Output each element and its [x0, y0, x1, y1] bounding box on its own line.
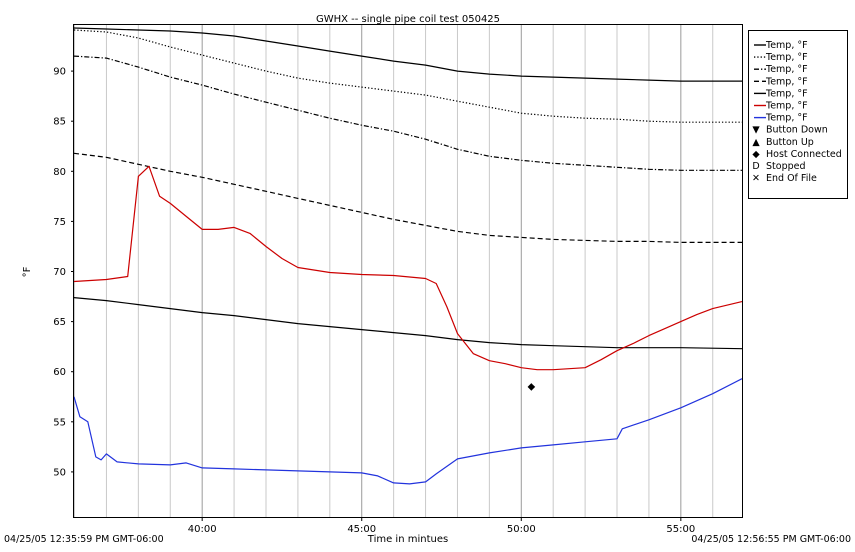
y-axis-label: °F	[22, 266, 33, 277]
y-tick-label: 50	[53, 467, 66, 478]
legend-entry: Stopped	[766, 161, 806, 172]
start-time-label: 04/25/05 12:35:59 PM GMT-06:00	[4, 534, 164, 545]
series-line-2	[73, 29, 742, 123]
x-tick-label: 50:00	[507, 524, 536, 535]
series-line-4	[73, 152, 742, 243]
plot-frame	[73, 24, 743, 518]
x-tick-label: 40:00	[188, 524, 217, 535]
event-marker: ◆	[528, 382, 536, 393]
legend-marker: D	[752, 161, 759, 172]
legend-marker: ◆	[752, 149, 760, 160]
x-axis-label: Time in mintues	[367, 534, 448, 545]
legend-box	[748, 30, 848, 199]
x-tick-label: 55:00	[666, 524, 695, 535]
event-markers: ◆	[528, 382, 536, 393]
y-tick-label: 80	[53, 167, 66, 178]
chart-title: GWHX -- single pipe coil test 050425	[316, 14, 500, 25]
legend-entry: Temp, °F	[765, 113, 808, 124]
vertical-grid	[74, 25, 714, 517]
x-tick-label: 45:00	[347, 524, 376, 535]
y-tick-label: 65	[53, 317, 66, 328]
y-tick-label: 70	[53, 267, 66, 278]
legend-entry: Temp, °F	[765, 101, 808, 112]
legend-marker: ▲	[752, 137, 760, 148]
series-line-5	[73, 297, 743, 350]
y-tick-label: 75	[53, 217, 66, 228]
series-line-7	[73, 378, 743, 485]
legend-marker: ✕	[752, 173, 760, 184]
legend-entry: Host Connected	[766, 149, 842, 160]
y-axis: 50 55 60 65 70 75 80 85 90	[53, 67, 74, 478]
y-tick-label: 55	[53, 417, 66, 428]
y-tick-label: 90	[53, 67, 66, 78]
legend-entry: End Of File	[766, 173, 817, 184]
legend-entry: Temp, °F	[765, 64, 808, 75]
series-line-3	[73, 55, 742, 171]
end-time-label: 04/25/05 12:56:55 PM GMT-06:00	[691, 534, 851, 545]
series-line-6	[73, 165, 743, 371]
legend-entry: Temp, °F	[765, 88, 808, 99]
legend-entry: Button Down	[766, 125, 828, 136]
series-line-1	[73, 27, 742, 82]
legend-marker: ▼	[752, 125, 760, 136]
legend-entry: Temp, °F	[765, 76, 808, 87]
y-tick-label: 60	[53, 367, 66, 378]
legend-entry: Button Up	[766, 137, 814, 148]
plot-area	[73, 27, 743, 485]
legend-entry: Temp, °F	[765, 40, 808, 51]
x-axis: 40:00 45:00 50:00 55:00	[188, 517, 695, 535]
y-tick-label: 85	[53, 117, 66, 128]
legend-entry: Temp, °F	[765, 52, 808, 63]
